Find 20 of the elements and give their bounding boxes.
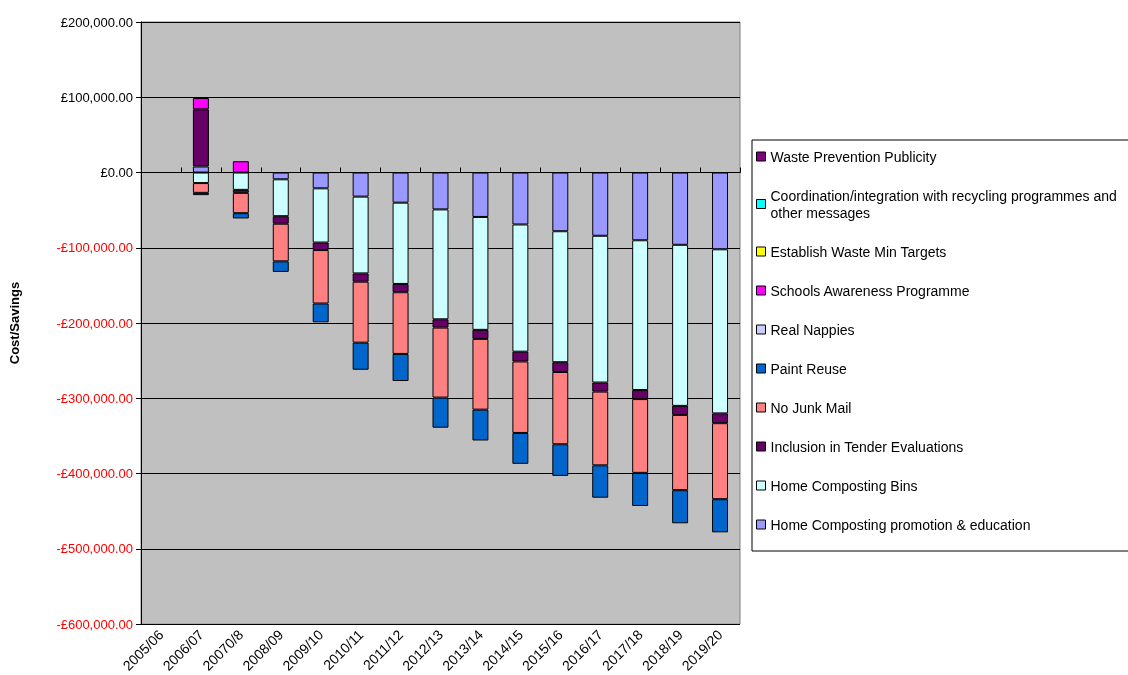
y-tick-label: £100,000.00 bbox=[60, 89, 133, 105]
y-tick-label: -£300,000.00 bbox=[56, 390, 133, 406]
legend-label: Paint Reuse bbox=[770, 360, 847, 377]
legend-label: Home Composting promotion & education bbox=[770, 516, 1031, 533]
legend-label: Schools Awareness Programme bbox=[770, 282, 970, 299]
legend-label: Coordination/integration with recycling programmes and other messages bbox=[770, 187, 1121, 221]
legend-label: Home Composting Bins bbox=[770, 477, 918, 494]
legend-label: Establish Waste Min Targets bbox=[770, 243, 947, 260]
y-tick-label: -£600,000.00 bbox=[56, 616, 133, 632]
y-axis-title: Cost/Savings bbox=[7, 281, 22, 365]
y-tick-label: -£400,000.00 bbox=[56, 466, 133, 482]
legend-label: Waste Prevention Publicity bbox=[770, 148, 937, 165]
y-tick-label: -£100,000.00 bbox=[56, 240, 133, 256]
y-tick-label: -£200,000.00 bbox=[56, 315, 133, 331]
y-tick-label: -£500,000.00 bbox=[56, 541, 133, 557]
legend-label: Inclusion in Tender Evaluations bbox=[770, 438, 964, 455]
legend-label: No Junk Mail bbox=[770, 399, 852, 416]
legend-label: Real Nappies bbox=[770, 321, 855, 338]
y-tick-label: £200,000.00 bbox=[60, 14, 133, 30]
y-tick-label: £0.00 bbox=[100, 165, 133, 181]
